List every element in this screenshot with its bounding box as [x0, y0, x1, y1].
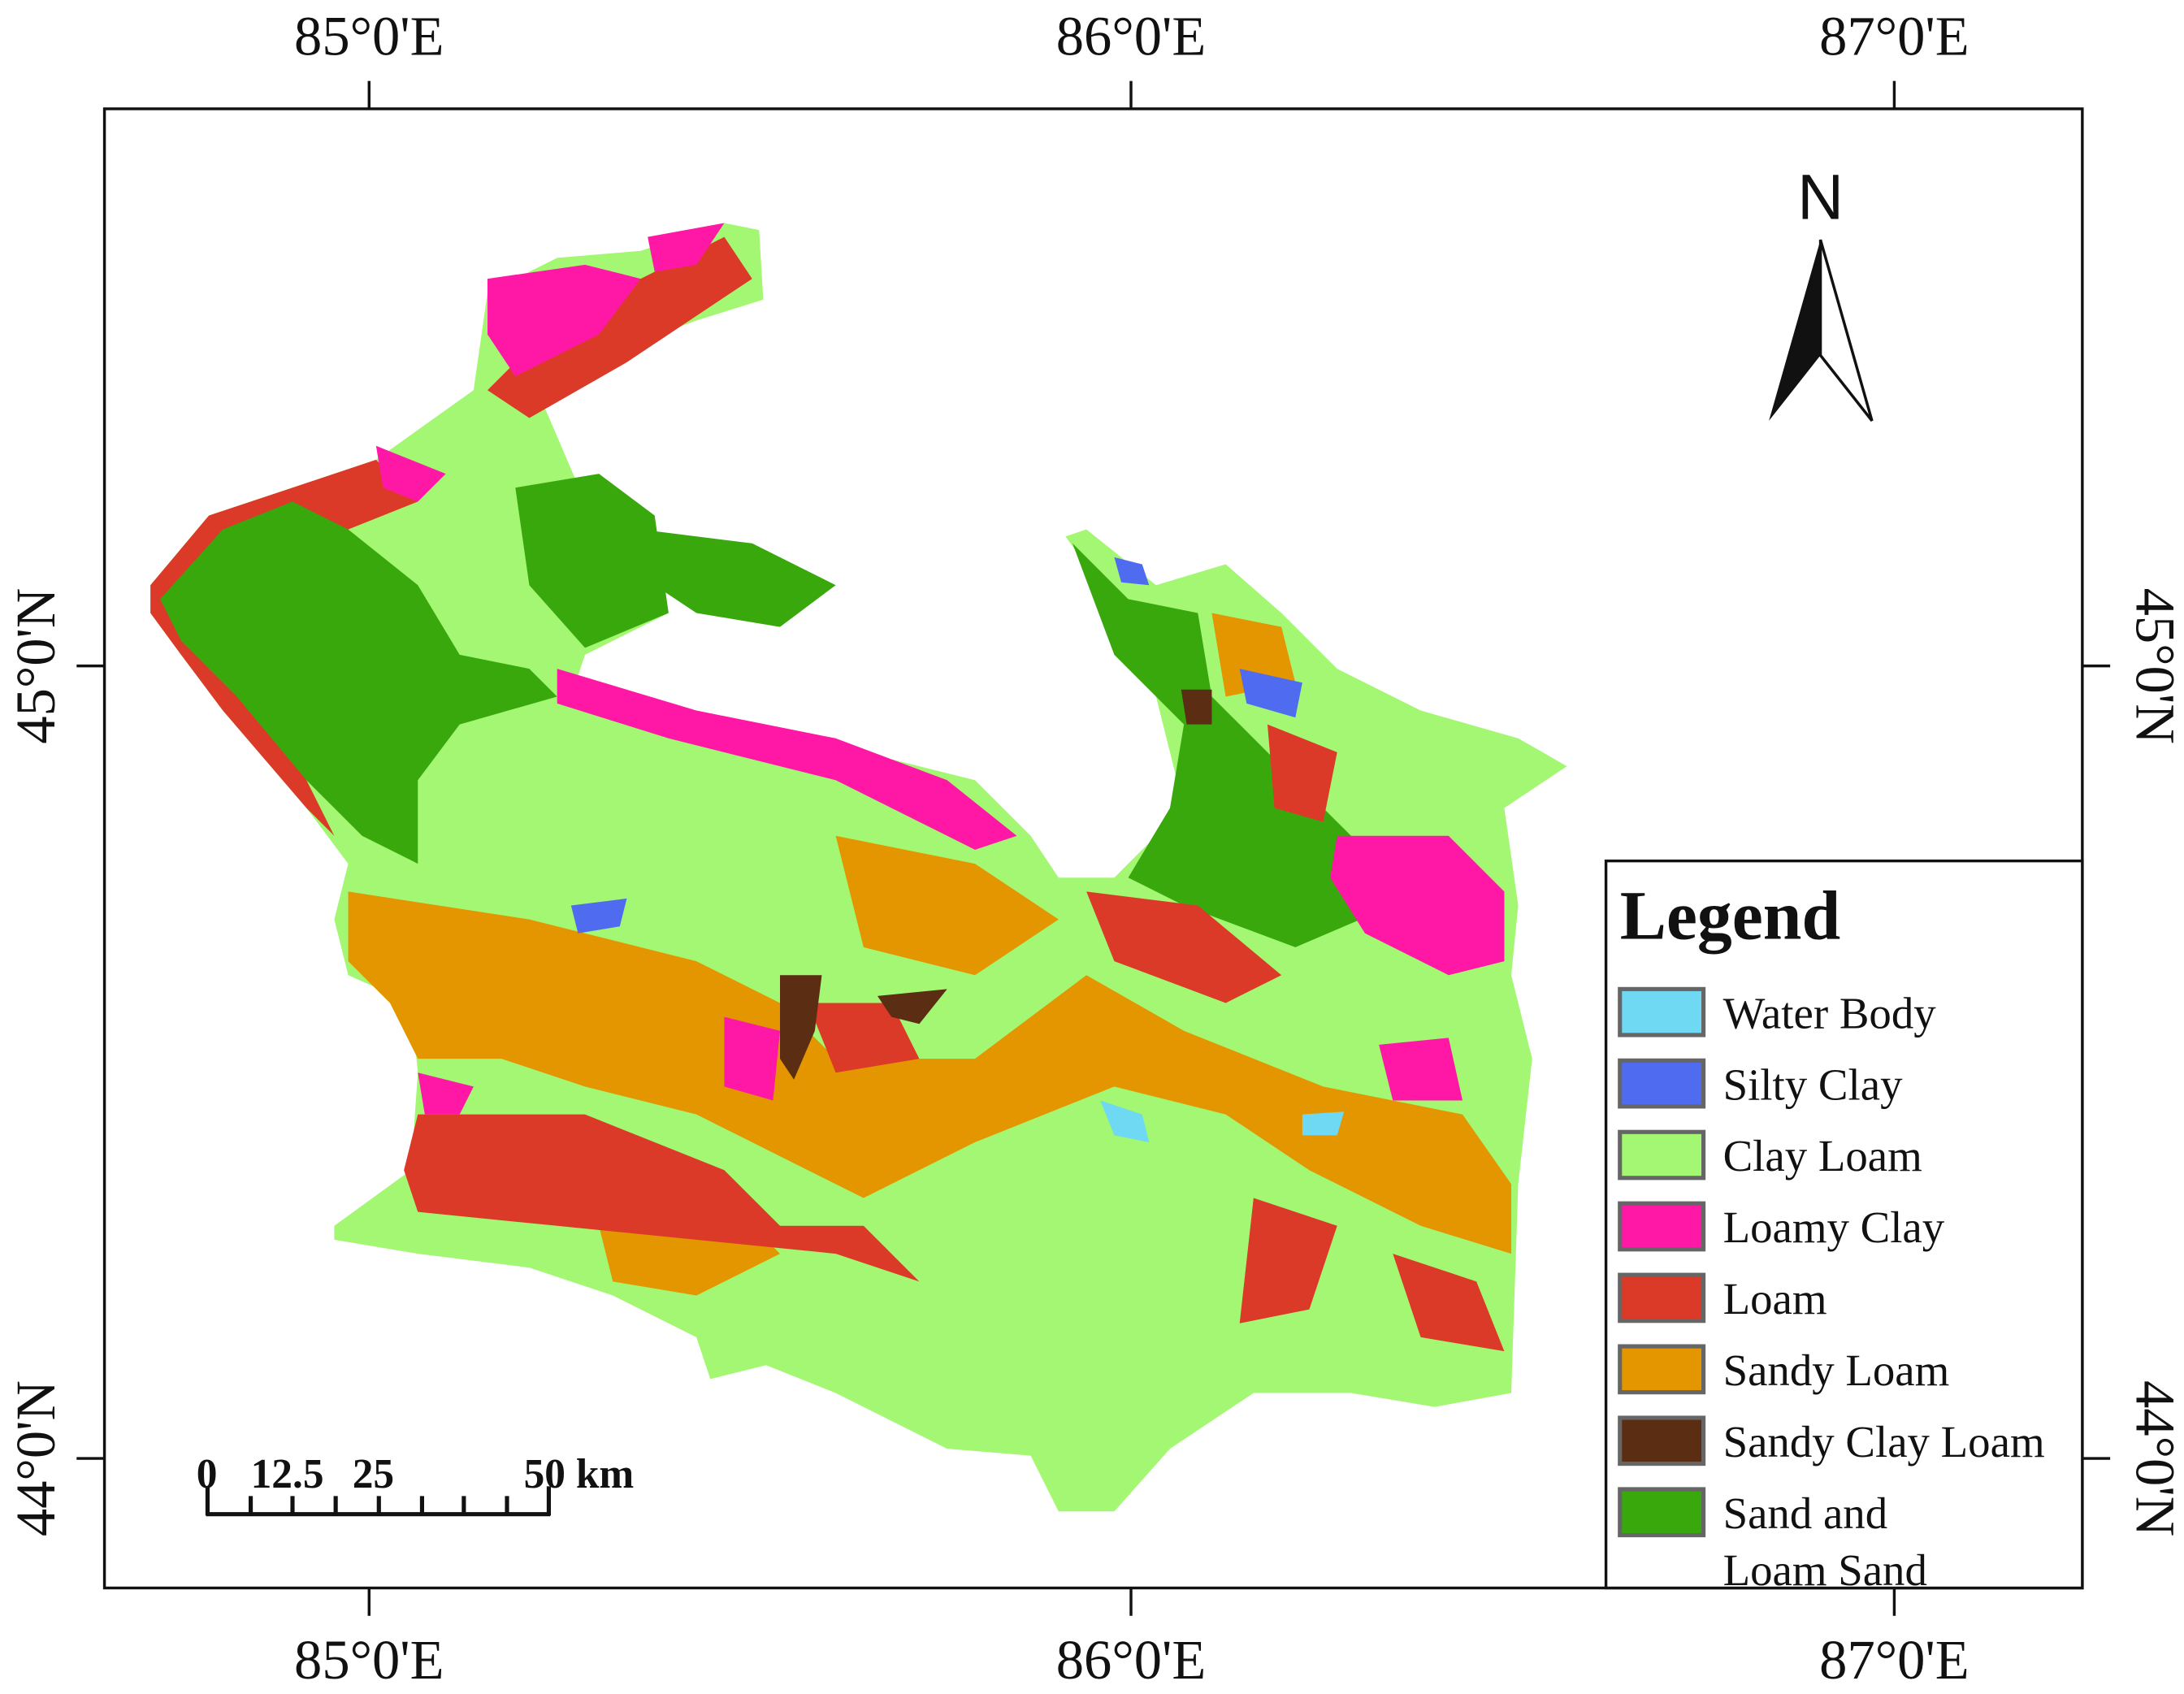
lat-label: 44°0'N — [2124, 1380, 2184, 1536]
north-label: N — [1797, 162, 1844, 233]
graticule-ticks — [76, 80, 2111, 1616]
scale-bar: 0 12.5 25 50 km — [197, 1451, 635, 1517]
lon-label: 86°0'E — [1056, 5, 1207, 67]
legend-label: Sand and — [1723, 1488, 1888, 1538]
legend-swatch — [1618, 1129, 1706, 1181]
legend-label: Clay Loam — [1723, 1131, 1922, 1181]
graticule-labels: 85°0'E 86°0'E 87°0'E 85°0'E 86°0'E 87°0'E 45°0… — [5, 5, 2184, 1691]
legend: Legend Water Body Silty Clay Clay Loam Loam… — [1604, 859, 2084, 1595]
north-arrow: N — [1769, 162, 1874, 422]
lat-label: 45°0'N — [5, 588, 67, 744]
legend-label: Silty Clay — [1723, 1059, 1904, 1109]
soil-map — [150, 223, 1567, 1512]
scale-label: 50 km — [524, 1451, 635, 1497]
legend-label: Loam Sand — [1723, 1545, 1927, 1595]
legend-label: Water Body — [1723, 988, 1937, 1038]
legend-swatch — [1618, 1201, 1706, 1252]
lon-label: 85°0'E — [294, 1629, 444, 1691]
legend-swatch — [1618, 1272, 1706, 1324]
scale-label: 0 — [197, 1451, 218, 1497]
legend-label: Sandy Loam — [1723, 1345, 1950, 1395]
legend-swatch — [1618, 1058, 1706, 1109]
legend-swatch — [1618, 1344, 1706, 1395]
legend-swatch — [1618, 1487, 1706, 1538]
legend-label: Loamy Clay — [1723, 1202, 1945, 1252]
legend-swatch — [1618, 1415, 1706, 1467]
lon-label: 86°0'E — [1056, 1629, 1207, 1691]
lon-label: 87°0'E — [1819, 5, 1970, 67]
legend-label: Sandy Clay Loam — [1723, 1417, 2045, 1467]
lon-label: 87°0'E — [1819, 1629, 1970, 1691]
legend-swatch — [1618, 986, 1706, 1038]
legend-title: Legend — [1620, 877, 1840, 955]
scale-label: 25 — [353, 1451, 394, 1497]
lon-label: 85°0'E — [294, 5, 444, 67]
scale-label: 12.5 — [251, 1451, 324, 1497]
legend-label: Loam — [1723, 1274, 1827, 1324]
lat-label: 44°0'N — [5, 1380, 67, 1536]
lat-label: 45°0'N — [2124, 588, 2184, 744]
